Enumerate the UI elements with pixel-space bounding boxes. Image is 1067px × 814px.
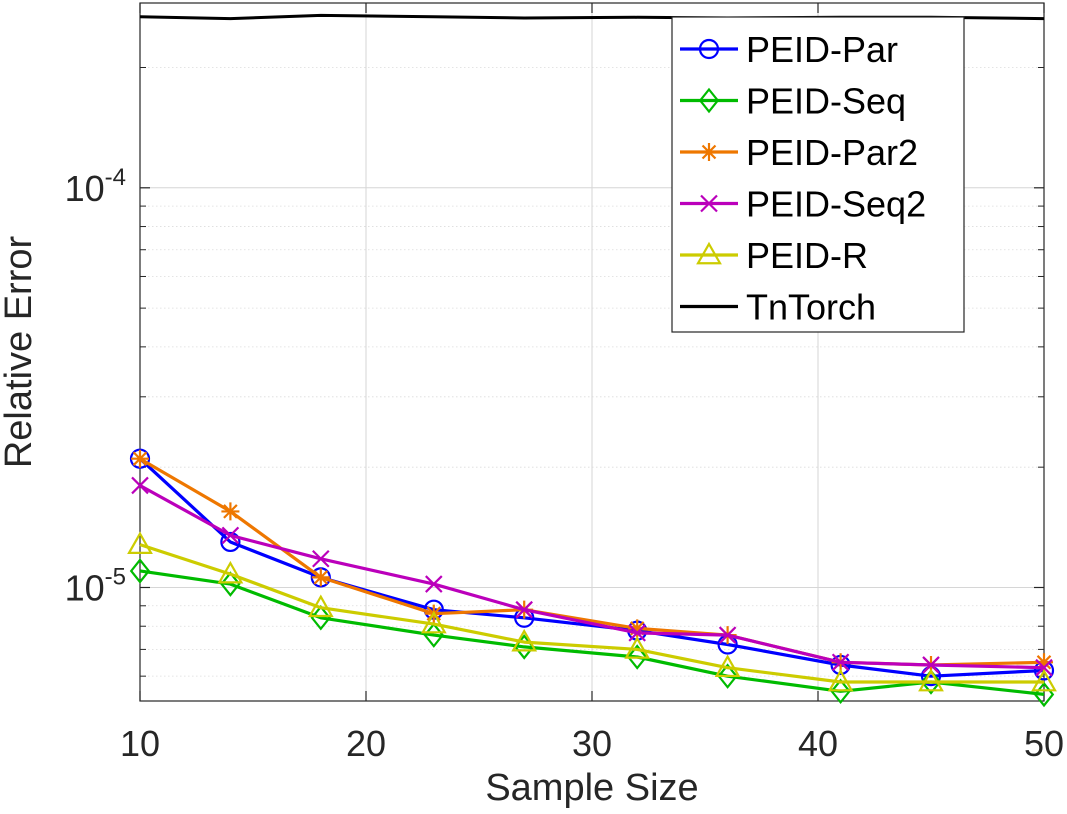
x-tick-label: 30 — [572, 723, 612, 764]
legend-label: PEID-Par2 — [746, 132, 918, 173]
legend-swatch-marker — [700, 194, 718, 213]
data-point — [131, 449, 149, 468]
x-tick-label: 20 — [346, 723, 386, 764]
data-point — [221, 526, 240, 545]
data-point — [717, 663, 738, 689]
legend-swatch-marker — [698, 38, 720, 60]
series-line — [139, 484, 1045, 670]
y-tick-label: 10-5 — [65, 563, 126, 608]
data-point — [718, 626, 737, 644]
legend-entry: PEID-Par2 — [680, 132, 918, 173]
y-axis-label: Relative Error — [0, 236, 40, 469]
tick-marks — [139, 3, 1045, 701]
data-point — [918, 668, 944, 692]
data-point — [515, 600, 533, 619]
series-peid-seq — [129, 558, 1055, 708]
data-point — [129, 558, 151, 584]
data-point — [830, 678, 851, 705]
data-point — [1035, 653, 1053, 672]
data-point — [922, 656, 940, 674]
data-point — [312, 549, 330, 568]
x-tick-label: 40 — [798, 723, 838, 764]
data-point — [920, 669, 942, 695]
data-point — [714, 654, 741, 678]
legend-label: PEID-Seq — [746, 81, 906, 122]
data-point — [827, 668, 854, 692]
data-point — [628, 624, 646, 642]
series-line — [139, 569, 1045, 696]
series-peid-seq2 — [131, 476, 1053, 677]
legend-label: PEID-R — [746, 235, 868, 276]
legend-label: PEID-Par — [746, 29, 898, 70]
data-point — [217, 560, 244, 584]
data-point — [127, 531, 153, 554]
data-point — [626, 644, 648, 670]
legend-swatch-marker — [696, 241, 722, 265]
data-point — [310, 604, 332, 631]
series-line — [138, 457, 1045, 678]
legend-entry: TnTorch — [680, 287, 876, 328]
legend-box — [671, 16, 965, 333]
axis-labels: Sample Size Relative Error 10-5 10-4 10 20 3… — [0, 164, 1064, 809]
legend: PEID-Par PEID-Seq PEID-Par2 PEID-Seq2 PEID-R… — [671, 16, 965, 333]
legend-entry: PEID-R — [680, 235, 868, 276]
data-point — [1035, 658, 1053, 677]
x-axis-label: Sample Size — [485, 767, 698, 809]
data-point — [628, 619, 647, 638]
data-point — [311, 568, 330, 587]
legend-entry: PEID-Par — [680, 29, 898, 70]
data-point — [220, 571, 241, 597]
series-line — [139, 543, 1044, 684]
legend-swatch-marker — [700, 143, 718, 161]
series-peid-r — [127, 531, 1057, 692]
data-point — [221, 502, 240, 521]
legend-entry: PEID-Seq2 — [680, 184, 926, 225]
data-point — [1031, 668, 1057, 692]
legend-label: PEID-Seq2 — [746, 184, 926, 225]
y-tick-label: 10-4 — [65, 164, 126, 209]
data-point — [425, 575, 443, 593]
data-point — [420, 610, 447, 634]
legend-label: TnTorch — [746, 287, 876, 328]
data-point — [220, 531, 241, 553]
data-point — [831, 653, 850, 672]
legend-swatch-marker — [698, 87, 720, 114]
series-group — [127, 13, 1057, 708]
data-point — [307, 594, 334, 618]
x-tick-label: 50 — [1024, 723, 1064, 764]
data-point — [511, 628, 538, 652]
legend-entry: PEID-Seq — [680, 81, 906, 122]
x-tick-label: 10 — [120, 723, 160, 764]
data-point — [624, 636, 651, 659]
data-point — [131, 476, 149, 495]
